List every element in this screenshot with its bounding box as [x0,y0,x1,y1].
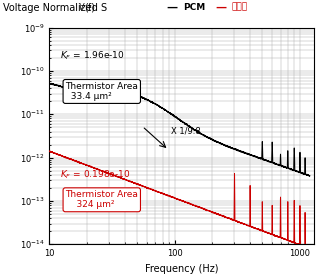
Text: Thermistor Area
  33.4 μm²: Thermistor Area 33.4 μm² [65,82,138,101]
X-axis label: Frequency (Hz): Frequency (Hz) [145,264,219,274]
Text: $K_F$ = 0.198e-10: $K_F$ = 0.198e-10 [60,168,130,181]
Text: 감지셀: 감지셀 [231,3,248,12]
Text: PCM: PCM [183,3,206,12]
Text: Voltage Normalized S: Voltage Normalized S [3,3,107,13]
Text: —: — [215,3,226,13]
Text: V: V [79,3,84,12]
Text: Thermistor Area
    324 μm²: Thermistor Area 324 μm² [65,190,138,209]
Text: —: — [166,3,177,13]
Text: $K_F$ = 1.96e-10: $K_F$ = 1.96e-10 [60,49,125,62]
Text: X 1/9.8: X 1/9.8 [171,126,201,135]
Text: (f): (f) [84,3,95,13]
